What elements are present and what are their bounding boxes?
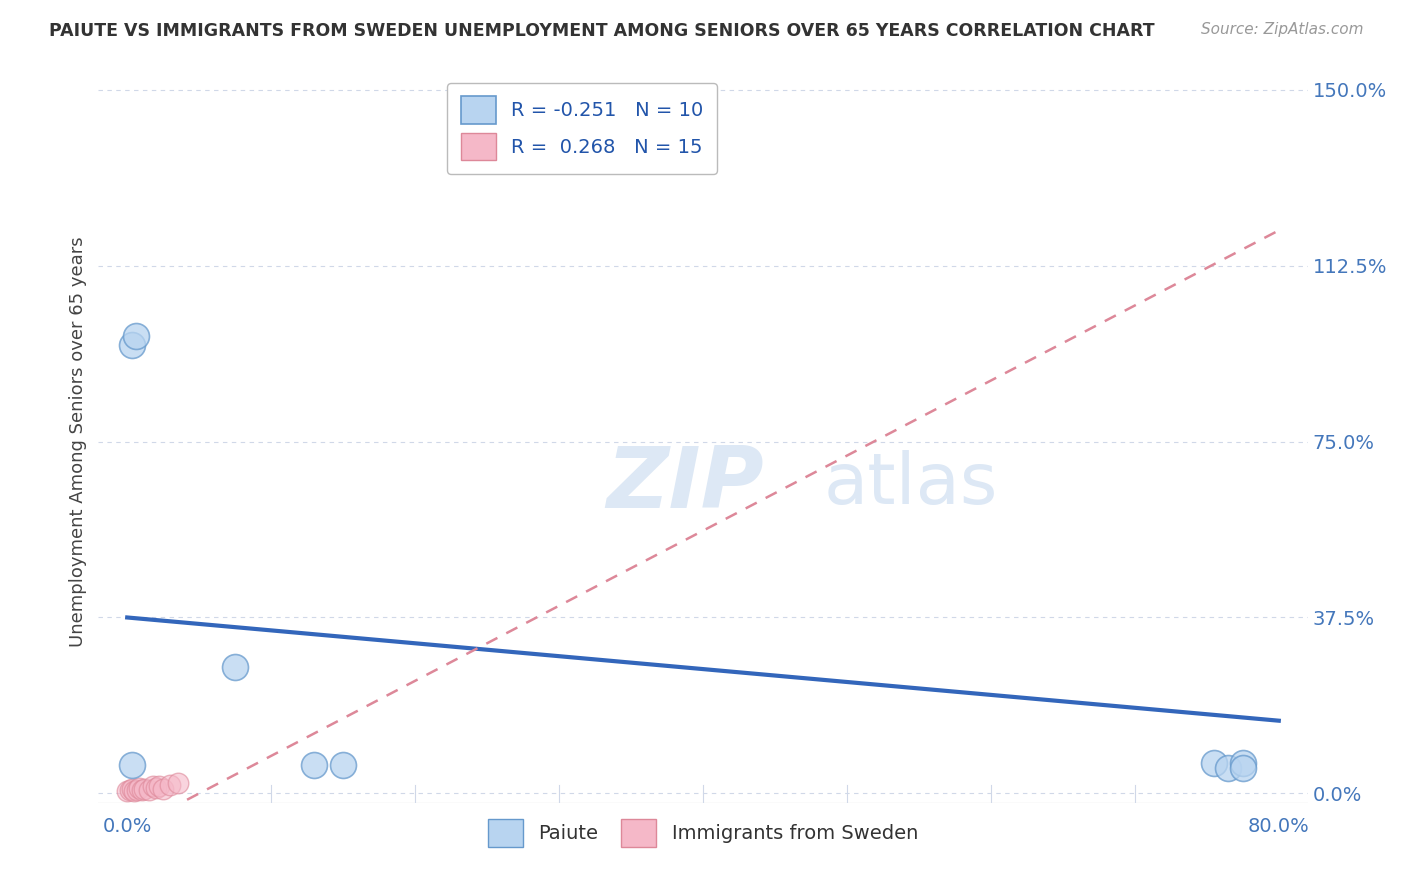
Point — [115, 784, 138, 798]
Text: PAIUTE VS IMMIGRANTS FROM SWEDEN UNEMPLOYMENT AMONG SENIORS OVER 65 YEARS CORREL: PAIUTE VS IMMIGRANTS FROM SWEDEN UNEMPLO… — [49, 22, 1154, 40]
Point — [1218, 761, 1240, 775]
Point — [125, 329, 148, 343]
Point — [128, 780, 150, 795]
Point — [145, 780, 167, 795]
Legend: Paiute, Immigrants from Sweden: Paiute, Immigrants from Sweden — [479, 812, 927, 855]
Point — [152, 781, 174, 796]
Point — [304, 758, 326, 772]
Point — [1202, 756, 1225, 770]
Text: Source: ZipAtlas.com: Source: ZipAtlas.com — [1201, 22, 1364, 37]
Text: atlas: atlas — [824, 450, 998, 519]
Point — [1232, 761, 1254, 775]
Point — [120, 782, 142, 797]
Point — [124, 784, 146, 798]
Text: ZIP: ZIP — [606, 443, 763, 526]
Point — [166, 776, 188, 790]
Point — [1232, 756, 1254, 770]
Point — [121, 758, 143, 772]
Point — [127, 782, 149, 797]
Point — [138, 782, 160, 797]
Point — [332, 758, 354, 772]
Point — [224, 659, 246, 673]
Point — [148, 780, 170, 794]
Y-axis label: Unemployment Among Seniors over 65 years: Unemployment Among Seniors over 65 years — [69, 236, 87, 647]
Point — [134, 781, 156, 796]
Point — [131, 782, 153, 797]
Point — [142, 780, 165, 794]
Point — [121, 781, 143, 796]
Point — [121, 338, 143, 352]
Point — [159, 778, 181, 792]
